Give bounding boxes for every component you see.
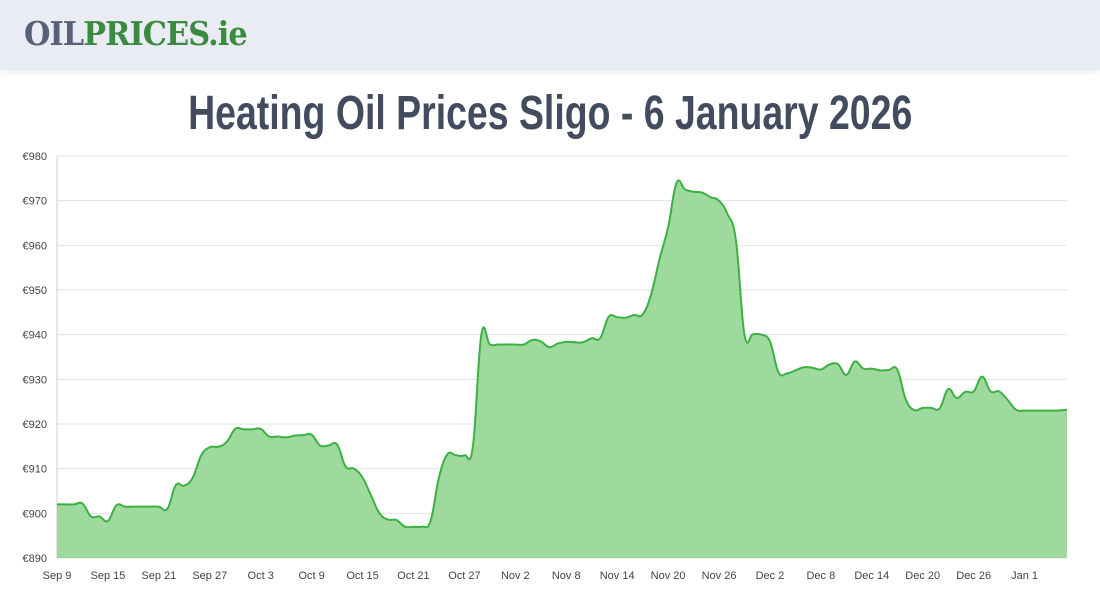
x-tick-label: Dec 8 bbox=[806, 570, 835, 582]
x-tick-label: Nov 8 bbox=[552, 570, 581, 582]
x-tick-label: Sep 27 bbox=[192, 570, 227, 582]
x-tick-label: Sep 21 bbox=[141, 570, 176, 582]
logo-prices: PRICES.ie bbox=[83, 14, 247, 53]
page-title: Heating Oil Prices Sligo - 6 January 202… bbox=[0, 86, 1100, 141]
x-tick-label: Jan 1 bbox=[1011, 570, 1038, 582]
y-tick-label: €970 bbox=[23, 196, 47, 208]
price-line bbox=[56, 179, 1068, 529]
x-tick-label: Sep 15 bbox=[90, 570, 125, 582]
y-tick-label: €900 bbox=[23, 508, 47, 520]
y-tick-label: €910 bbox=[23, 464, 47, 476]
y-tick-label: €980 bbox=[23, 151, 47, 163]
logo-oil: OIL bbox=[24, 14, 84, 53]
x-tick-label: Nov 26 bbox=[702, 570, 737, 582]
x-tick-label: Oct 9 bbox=[298, 570, 324, 582]
x-tick-label: Oct 27 bbox=[448, 570, 480, 582]
site-header: OILPRICES.ie bbox=[0, 0, 1100, 70]
x-tick-label: Dec 20 bbox=[905, 570, 940, 582]
x-tick-label: Nov 20 bbox=[651, 570, 686, 582]
y-tick-label: €950 bbox=[23, 285, 47, 297]
x-tick-label: Oct 15 bbox=[346, 570, 378, 582]
x-tick-label: Sep 9 bbox=[43, 570, 72, 582]
y-tick-label: €920 bbox=[23, 419, 47, 431]
price-area bbox=[57, 180, 1067, 558]
x-tick-label: Oct 21 bbox=[397, 570, 429, 582]
y-tick-label: €960 bbox=[23, 240, 47, 252]
x-tick-label: Nov 14 bbox=[600, 570, 635, 582]
x-tick-label: Oct 3 bbox=[248, 570, 274, 582]
y-tick-label: €890 bbox=[23, 553, 47, 565]
x-tick-label: Dec 2 bbox=[756, 570, 785, 582]
site-logo[interactable]: OILPRICES.ie bbox=[24, 14, 248, 53]
x-tick-label: Dec 26 bbox=[956, 570, 991, 582]
page-title-text: Heating Oil Prices Sligo - 6 January 202… bbox=[187, 87, 913, 140]
x-tick-label: Dec 14 bbox=[854, 570, 889, 582]
y-tick-label: €930 bbox=[23, 374, 47, 386]
x-tick-label: Nov 2 bbox=[501, 570, 530, 582]
y-tick-label: €940 bbox=[23, 330, 47, 342]
